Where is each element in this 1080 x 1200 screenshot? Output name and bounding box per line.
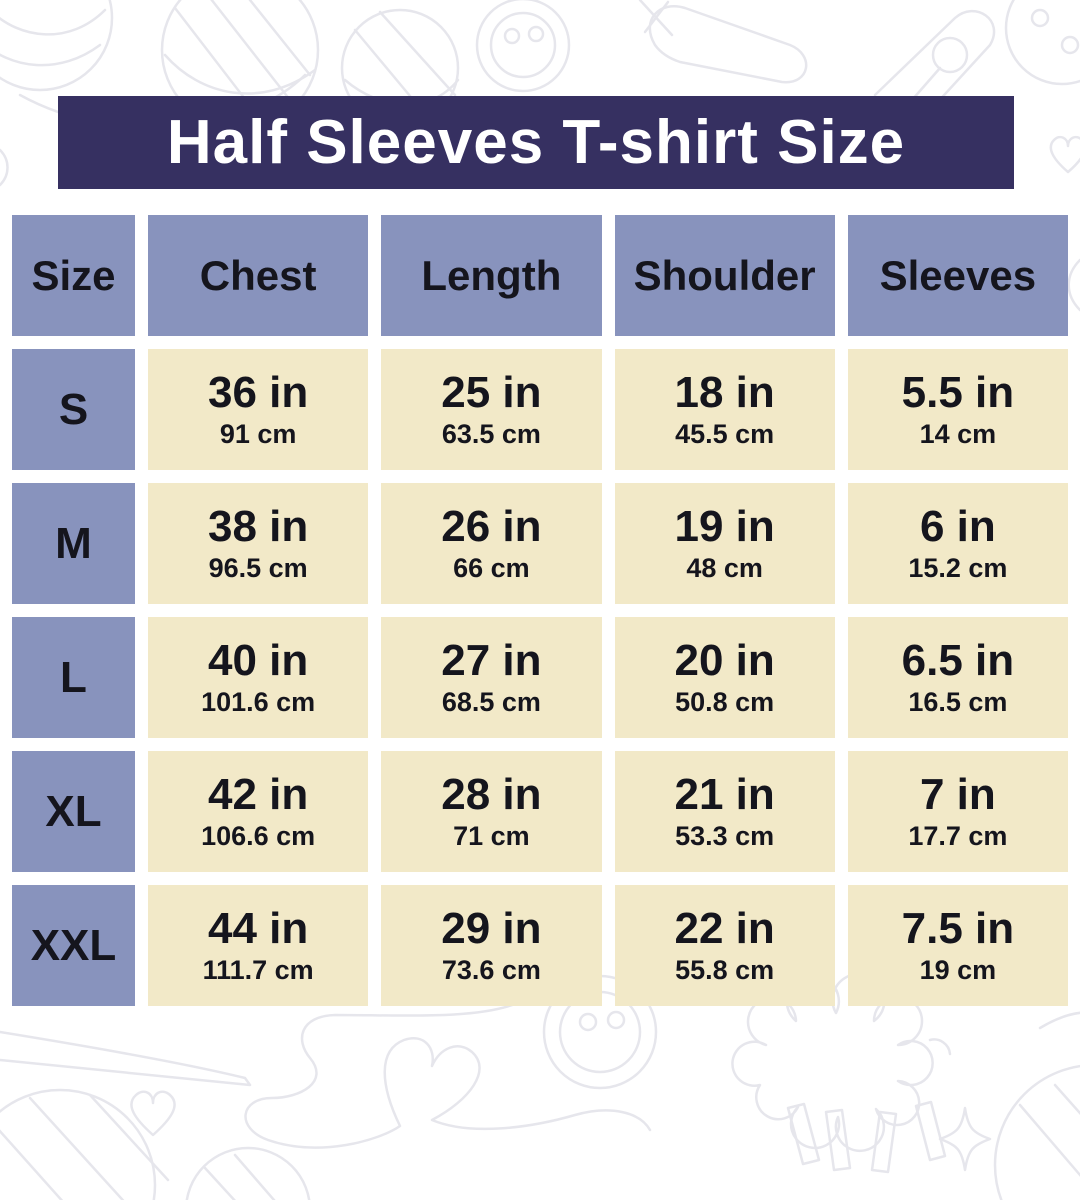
- measurement-cell-sleeves-s: 5.5 in 14 cm: [847, 349, 1068, 470]
- measurement-cell-shoulder-s: 18 in 45.5 cm: [614, 349, 835, 470]
- value-cm: 91 cm: [219, 419, 297, 450]
- knitting-needle-icon: [0, 1030, 252, 1087]
- value-cm: 101.6 cm: [201, 687, 316, 718]
- size-cell-xxl: XXL: [12, 885, 135, 1006]
- measurement-cell-chest-l: 40 in 101.6 cm: [148, 617, 369, 738]
- value-cm: 50.8 cm: [675, 687, 775, 718]
- value-inches: 6 in: [919, 502, 996, 552]
- value-inches: 27 in: [441, 636, 542, 686]
- title-banner: Half Sleeves T-shirt Size: [58, 96, 1014, 189]
- column-header-sleeves: Sleeves: [847, 215, 1068, 336]
- value-inches: 42 in: [207, 770, 309, 820]
- measurement-cell-sleeves-xl: 7 in 17.7 cm: [847, 751, 1068, 872]
- value-cm: 14 cm: [919, 419, 997, 450]
- measurement-cell-shoulder-m: 19 in 48 cm: [614, 483, 835, 604]
- value-cm: 19 cm: [919, 955, 997, 986]
- size-cell-l: L: [12, 617, 135, 738]
- column-header-length: Length: [381, 215, 602, 336]
- value-cm: 66 cm: [453, 553, 530, 584]
- value-inches: 29 in: [441, 904, 542, 954]
- button-icon: [475, 0, 571, 93]
- heart-icon: [1049, 135, 1080, 174]
- size-cell-s: S: [12, 349, 135, 470]
- value-cm: 17.7 cm: [908, 821, 1008, 852]
- value-cm: 16.5 cm: [908, 687, 1008, 718]
- thread-squiggle-icon: [244, 1000, 652, 1149]
- value-inches: 28 in: [441, 770, 542, 820]
- value-cm: 73.6 cm: [441, 955, 541, 986]
- value-inches: 7.5 in: [901, 904, 1015, 954]
- size-cell-m: M: [12, 483, 135, 604]
- value-cm: 71 cm: [453, 821, 530, 852]
- value-inches: 21 in: [674, 770, 775, 820]
- heart-icon: [130, 1090, 176, 1137]
- value-cm: 55.8 cm: [675, 955, 775, 986]
- page-title: Half Sleeves T-shirt Size: [166, 108, 906, 177]
- sheep-icon: [731, 972, 952, 1174]
- measurement-cell-chest-m: 38 in 96.5 cm: [148, 483, 369, 604]
- value-inches: 40 in: [207, 636, 309, 686]
- value-cm: 15.2 cm: [908, 553, 1008, 584]
- value-cm: 96.5 cm: [208, 553, 308, 584]
- size-cell-xl: XL: [12, 751, 135, 872]
- measurement-cell-chest-xl: 42 in 106.6 cm: [148, 751, 369, 872]
- value-inches: 44 in: [207, 904, 309, 954]
- value-cm: 106.6 cm: [201, 821, 316, 852]
- knitting-needle-icon: [638, 0, 808, 84]
- measurement-cell-length-xl: 28 in 71 cm: [381, 751, 602, 872]
- value-inches: 18 in: [674, 368, 775, 418]
- column-header-shoulder: Shoulder: [614, 215, 835, 336]
- value-cm: 48 cm: [686, 553, 763, 584]
- yarn-ball-icon: [993, 1011, 1080, 1200]
- sparkle-icon: [938, 1106, 992, 1172]
- value-cm: 53.3 cm: [675, 821, 775, 852]
- measurement-cell-sleeves-m: 6 in 15.2 cm: [847, 483, 1068, 604]
- value-inches: 38 in: [207, 502, 309, 552]
- measurement-cell-shoulder-xxl: 22 in 55.8 cm: [614, 885, 835, 1006]
- value-inches: 7 in: [919, 770, 996, 820]
- button-icon: [1004, 0, 1080, 86]
- measurement-cell-sleeves-xxl: 7.5 in 19 cm: [847, 885, 1068, 1006]
- value-cm: 63.5 cm: [441, 419, 541, 450]
- measurement-cell-sleeves-l: 6.5 in 16.5 cm: [847, 617, 1068, 738]
- value-inches: 36 in: [207, 368, 309, 418]
- yarn-ball-icon: [185, 1146, 311, 1200]
- value-inches: 22 in: [674, 904, 775, 954]
- thread-squiggle-icon: [0, 148, 9, 187]
- value-inches: 19 in: [674, 502, 775, 552]
- measurement-cell-length-xxl: 29 in 73.6 cm: [381, 885, 602, 1006]
- measurement-cell-length-l: 27 in 68.5 cm: [381, 617, 602, 738]
- value-inches: 20 in: [674, 636, 775, 686]
- measurement-cell-shoulder-l: 20 in 50.8 cm: [614, 617, 835, 738]
- value-inches: 25 in: [441, 368, 542, 418]
- value-inches: 5.5 in: [901, 368, 1015, 418]
- yarn-ball-icon: [0, 1088, 170, 1200]
- value-inches: 6.5 in: [901, 636, 1015, 686]
- measurement-cell-length-s: 25 in 63.5 cm: [381, 349, 602, 470]
- value-cm: 45.5 cm: [675, 419, 775, 450]
- size-chart-table: Size Chest Length Shoulder Sleeves S 36 …: [12, 215, 1068, 1006]
- measurement-cell-shoulder-xl: 21 in 53.3 cm: [614, 751, 835, 872]
- value-cm: 68.5 cm: [441, 687, 541, 718]
- value-cm: 111.7 cm: [202, 955, 314, 986]
- measurement-cell-chest-s: 36 in 91 cm: [148, 349, 369, 470]
- measurement-cell-length-m: 26 in 66 cm: [381, 483, 602, 604]
- value-inches: 26 in: [441, 502, 542, 552]
- column-header-size: Size: [12, 215, 135, 336]
- thread-squiggle-icon: [1067, 258, 1080, 312]
- column-header-chest: Chest: [148, 215, 369, 336]
- measurement-cell-chest-xxl: 44 in 111.7 cm: [148, 885, 369, 1006]
